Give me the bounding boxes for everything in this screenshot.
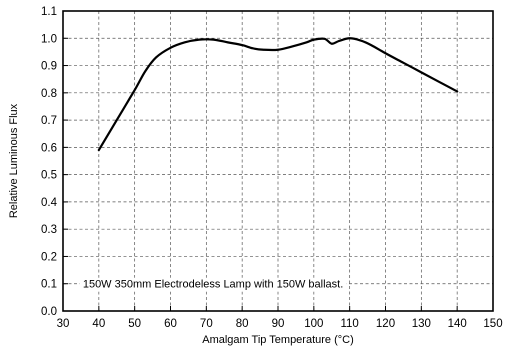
x-tick-label: 60 [164, 318, 177, 330]
y-tick-label: 1.0 [41, 33, 57, 45]
y-tick-label: 0.3 [41, 224, 57, 236]
x-tick-label: 130 [412, 318, 431, 330]
series-group [97, 37, 459, 152]
y-tick-label: 0.5 [41, 170, 57, 182]
grid-lines [63, 11, 493, 311]
x-tick-label: 110 [340, 318, 358, 330]
x-axis-label: Amalgam Tip Temperature (°C) [202, 334, 354, 346]
x-tick-label: 100 [304, 318, 323, 330]
series-line [97, 37, 459, 152]
x-tick-label: 50 [128, 318, 141, 330]
x-tick-label: 70 [200, 318, 213, 330]
x-tick-label: 30 [57, 318, 70, 330]
x-tick-label: 150 [483, 318, 502, 330]
x-tick-label: 90 [272, 318, 285, 330]
x-tick-label: 40 [92, 318, 105, 330]
y-tick-label: 0.1 [41, 279, 57, 291]
x-tick-label: 120 [376, 318, 395, 330]
y-tick-labels: 0.0 0.1 0.2 0.3 0.4 0.5 0.6 0.7 0.8 0.9 1.0 1.1 [41, 6, 58, 318]
y-tick-label: 1.1 [41, 6, 57, 18]
x-tick-labels: 30 40 50 60 70 80 90 100 110 120 130 140 150 [57, 318, 503, 330]
y-axis-label: Relative Luminous Flux [8, 103, 20, 218]
y-tick-label: 0.6 [41, 142, 57, 154]
annotation-background [79, 277, 347, 292]
y-tick-label: 0.4 [41, 197, 58, 209]
annotation-text: 150W 350mm Electrodeless Lamp with 150W … [83, 279, 343, 291]
x-tick-label: 80 [236, 318, 249, 330]
axis-ticks [62, 10, 494, 312]
y-tick-label: 0.8 [41, 88, 57, 100]
y-tick-label: 0.7 [41, 115, 57, 127]
y-tick-label: 0.2 [41, 251, 57, 263]
y-tick-label: 0.9 [41, 61, 57, 73]
x-tick-label: 140 [448, 318, 467, 330]
annotation-group: 150W 350mm Electrodeless Lamp with 150W … [79, 277, 347, 292]
y-tick-label: 0.0 [41, 306, 57, 318]
